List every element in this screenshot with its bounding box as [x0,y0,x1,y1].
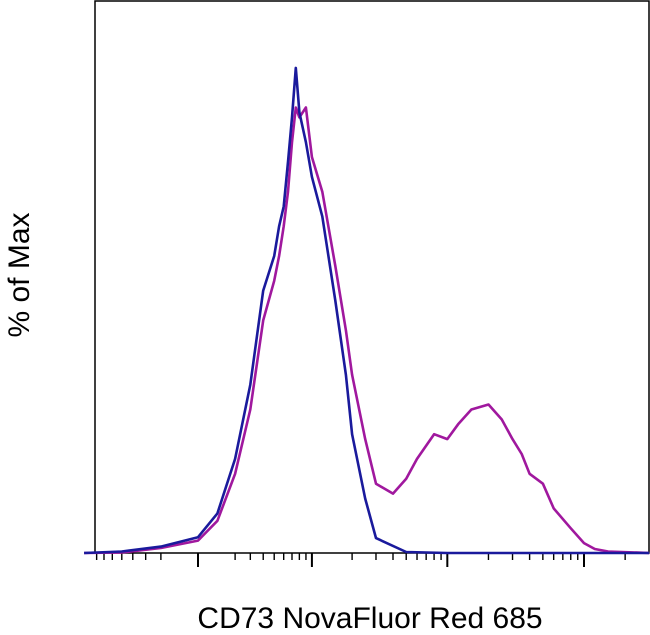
x-axis-ticks [95,553,626,567]
plot-frame [94,0,650,554]
series-line-1 [84,66,650,555]
series-line-2 [84,106,650,555]
series-layer [84,66,650,555]
y-axis-label: % of Max [3,212,36,337]
x-axis-label: CD73 NovaFluor Red 685 [197,602,542,635]
